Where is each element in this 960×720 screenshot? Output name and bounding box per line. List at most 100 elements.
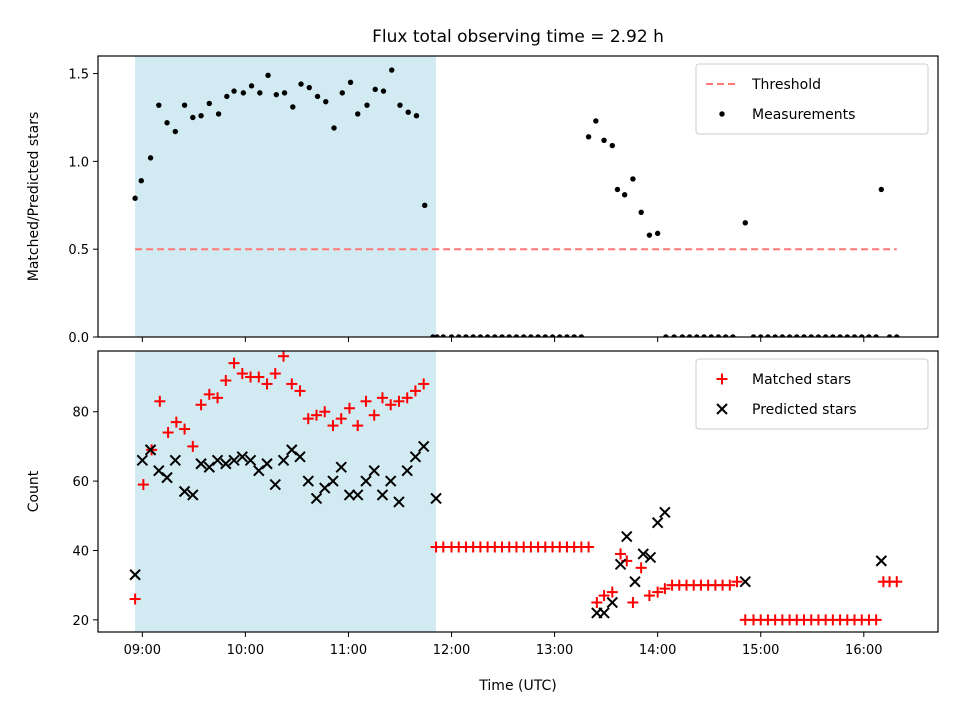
predicted-stars-point — [875, 555, 888, 567]
x-tick-label: 09:00 — [124, 643, 161, 658]
measurements-point — [779, 334, 786, 337]
matched-stars-point — [659, 583, 671, 595]
measurements-point — [722, 334, 729, 337]
predicted-stars-point — [144, 444, 157, 456]
predicted-stars-point — [269, 478, 281, 491]
measurements-point — [815, 334, 822, 337]
predicted-stars-point — [187, 489, 199, 501]
measurements-point — [273, 91, 280, 98]
axes-frame — [97, 350, 939, 633]
measurements-point — [347, 79, 354, 86]
measurements-point — [765, 334, 771, 337]
measurements-point — [405, 109, 411, 115]
matched-stars-point — [352, 420, 364, 432]
measurements-point — [646, 232, 653, 238]
matched-stars-point — [635, 562, 647, 574]
measurements-point — [654, 230, 661, 237]
y-axis-label: Matched/Predicted stars — [26, 112, 42, 282]
matched-stars-point — [154, 395, 166, 407]
measurements-point — [430, 334, 436, 337]
measurements-point — [463, 334, 469, 337]
measurements-point — [434, 334, 440, 337]
measurements-point — [638, 209, 644, 216]
matched-stars-point — [627, 597, 639, 609]
y-tick-label: 80 — [72, 406, 89, 421]
predicted-stars-point — [393, 496, 405, 508]
measurements-point — [609, 142, 616, 149]
matched-stars-point — [583, 541, 595, 553]
predicted-stars-point — [659, 506, 671, 519]
y-tick-label: 60 — [72, 475, 89, 490]
measurements-point — [808, 334, 814, 337]
measurements-point — [758, 334, 764, 337]
measurements-point — [844, 334, 850, 337]
predicted-stars-point — [352, 489, 364, 501]
measurements-point — [794, 334, 800, 337]
measurements-point — [564, 334, 570, 337]
matched-stars-point — [409, 385, 421, 397]
y-tick-label: 0.5 — [68, 243, 89, 258]
measurements-point — [830, 334, 836, 337]
predicted-stars-point — [310, 492, 323, 505]
measurements-point — [198, 113, 204, 119]
matched-stars-point — [360, 395, 372, 407]
y-tick-label: 1.5 — [68, 68, 89, 83]
legend: Threshold Measurements — [695, 63, 929, 135]
measurements-point — [456, 334, 462, 337]
matched-stars-point — [327, 420, 339, 432]
measurements-point — [694, 334, 700, 337]
measurements-point — [601, 137, 607, 143]
y-tick-label: 1.0 — [68, 155, 89, 170]
matched-stars-point — [236, 368, 248, 380]
measurements-point — [132, 195, 138, 201]
shaded-region — [135, 351, 437, 632]
matched-stars-point — [376, 392, 388, 404]
predicted-stars-point — [401, 464, 413, 477]
measurements-point — [440, 334, 446, 337]
x-tick-label: 10:00 — [227, 643, 264, 658]
x-tick-label: 14:00 — [639, 643, 676, 658]
measurements-point — [878, 186, 885, 193]
y-tick-label: 0.0 — [68, 331, 89, 346]
legend-label: Predicted stars — [752, 402, 857, 418]
measurements-point — [206, 100, 213, 107]
matched-stars-point — [385, 399, 397, 411]
predicted-stars-point — [368, 464, 380, 477]
predicted-stars-point — [360, 475, 372, 487]
measurements-point — [499, 334, 505, 337]
top-panel: 0.0 0.5 1.0 1.5 Matched/Predicted stars Thres… — [26, 55, 939, 346]
matched-stars-point — [643, 590, 655, 602]
measurements-point — [290, 104, 296, 110]
x-tick-label: 13:00 — [536, 643, 573, 658]
matched-stars-point — [286, 378, 298, 390]
predicted-stars-point — [211, 454, 224, 466]
measurements-point — [593, 118, 599, 124]
matched-stars-point — [652, 586, 664, 598]
predicted-stars-point — [335, 461, 347, 473]
measurements-point — [323, 98, 329, 105]
legend-label: Measurements — [752, 107, 855, 123]
measurements-point — [138, 177, 144, 184]
measurements-point — [231, 88, 237, 94]
predicted-stars-point — [614, 558, 627, 571]
predicted-stars-point — [343, 489, 356, 501]
axes-frame — [97, 55, 939, 338]
matched-stars-point — [179, 423, 191, 435]
measurements-point — [535, 334, 541, 337]
predicted-stars-point — [277, 454, 290, 466]
predicted-stars-point — [294, 451, 306, 463]
predicted-stars-point — [261, 458, 273, 470]
x-tick-label: 16:00 — [845, 643, 882, 658]
measurements-point — [873, 334, 879, 337]
measurements-point — [190, 114, 196, 121]
matched-stars-point — [311, 409, 323, 421]
measurements-point — [224, 93, 230, 100]
y-tick-label: 20 — [72, 614, 89, 629]
measurements-point — [248, 83, 255, 89]
matched-stars-point — [598, 590, 610, 602]
measurements-point — [265, 72, 271, 79]
measurements-point — [851, 334, 858, 337]
matched-stars-point — [294, 385, 306, 397]
predicted-stars-point — [136, 454, 149, 466]
